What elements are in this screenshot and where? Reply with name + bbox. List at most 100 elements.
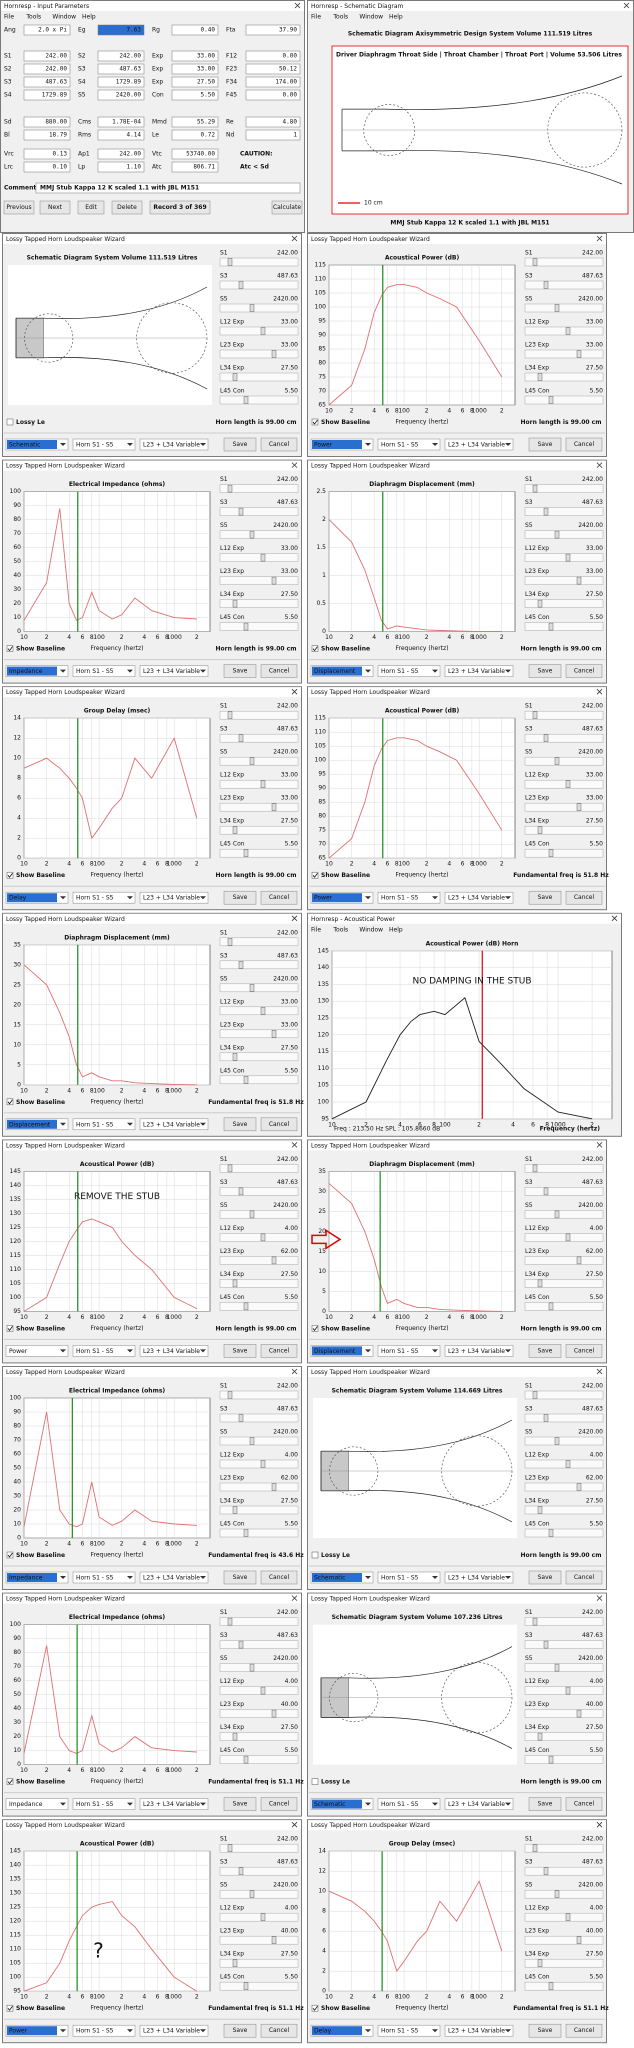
slider-track[interactable] bbox=[219, 349, 299, 359]
dropdown[interactable] bbox=[5, 1798, 69, 1810]
slider-track[interactable] bbox=[524, 1210, 604, 1219]
slider-track[interactable] bbox=[219, 1210, 299, 1219]
slider-track[interactable] bbox=[524, 1413, 604, 1423]
slider-track[interactable] bbox=[524, 1233, 604, 1242]
slider-track[interactable] bbox=[524, 1482, 604, 1492]
button[interactable] bbox=[565, 1797, 603, 1811]
slider-track[interactable] bbox=[219, 1958, 299, 1968]
slider-track[interactable] bbox=[524, 395, 604, 405]
slider-track[interactable] bbox=[219, 1436, 299, 1446]
button[interactable] bbox=[271, 200, 303, 215]
slider-track[interactable] bbox=[219, 848, 299, 858]
slider-track[interactable] bbox=[524, 1958, 604, 1968]
slider-thumb[interactable] bbox=[232, 1279, 238, 1288]
slider-thumb[interactable] bbox=[243, 1982, 249, 1990]
slider-track[interactable] bbox=[219, 1889, 299, 1899]
dropdown[interactable] bbox=[377, 438, 441, 451]
checkbox[interactable] bbox=[6, 1325, 14, 1332]
button[interactable] bbox=[528, 664, 562, 678]
slider-track[interactable] bbox=[524, 1912, 604, 1922]
slider-track[interactable] bbox=[219, 1709, 299, 1718]
checkbox[interactable] bbox=[311, 1551, 319, 1559]
slider-thumb[interactable] bbox=[249, 1663, 255, 1672]
field-box[interactable] bbox=[245, 50, 301, 62]
button[interactable] bbox=[565, 1570, 603, 1585]
slider-track[interactable] bbox=[524, 802, 604, 812]
menu-item[interactable]: Window bbox=[359, 926, 383, 933]
slider-track[interactable] bbox=[219, 1413, 299, 1423]
slider-thumb[interactable] bbox=[249, 304, 255, 312]
slider-thumb[interactable] bbox=[543, 1414, 549, 1422]
slider-track[interactable] bbox=[219, 802, 299, 812]
slider-track[interactable] bbox=[524, 507, 604, 516]
button[interactable] bbox=[77, 200, 105, 215]
slider-thumb[interactable] bbox=[232, 1506, 238, 1514]
close-button[interactable] bbox=[291, 462, 298, 468]
slider-thumb[interactable] bbox=[227, 1617, 233, 1626]
slider-thumb[interactable] bbox=[271, 350, 277, 358]
slider-track[interactable] bbox=[524, 1187, 604, 1196]
dropdown[interactable] bbox=[444, 665, 514, 677]
slider-thumb[interactable] bbox=[537, 1279, 543, 1288]
button[interactable] bbox=[565, 2023, 603, 2038]
dropdown[interactable] bbox=[139, 1345, 209, 1357]
slider-track[interactable] bbox=[524, 326, 604, 336]
menu-item[interactable]: Tools bbox=[25, 14, 41, 21]
dropdown[interactable] bbox=[444, 1345, 514, 1357]
dropdown[interactable] bbox=[72, 438, 136, 451]
slider-thumb[interactable] bbox=[537, 1506, 543, 1514]
field-box[interactable] bbox=[23, 116, 71, 128]
slider-thumb[interactable] bbox=[243, 396, 249, 404]
slider-track[interactable] bbox=[524, 1843, 604, 1853]
slider-track[interactable] bbox=[524, 1709, 604, 1718]
slider-track[interactable] bbox=[524, 1390, 604, 1400]
field-box[interactable] bbox=[23, 24, 71, 36]
menu-item[interactable]: File bbox=[311, 14, 321, 21]
slider-thumb[interactable] bbox=[565, 1913, 571, 1921]
checkbox[interactable] bbox=[311, 2004, 319, 2012]
slider-thumb[interactable] bbox=[537, 826, 543, 834]
slider-thumb[interactable] bbox=[238, 1414, 244, 1422]
slider-track[interactable] bbox=[219, 1390, 299, 1400]
button[interactable] bbox=[149, 200, 211, 215]
menu-item[interactable]: Window bbox=[52, 14, 76, 21]
field-box[interactable] bbox=[245, 63, 301, 75]
dropdown[interactable] bbox=[72, 1798, 136, 1810]
slider-track[interactable] bbox=[524, 825, 604, 835]
dropdown[interactable] bbox=[377, 665, 441, 677]
slider-thumb[interactable] bbox=[537, 1959, 543, 1967]
dropdown[interactable] bbox=[139, 438, 209, 451]
slider-track[interactable] bbox=[524, 553, 604, 562]
slider-thumb[interactable] bbox=[232, 373, 238, 381]
menu-item[interactable]: File bbox=[4, 14, 14, 21]
button[interactable] bbox=[565, 437, 603, 452]
slider-thumb[interactable] bbox=[243, 1302, 249, 1311]
slider-thumb[interactable] bbox=[554, 304, 560, 312]
slider-track[interactable] bbox=[219, 1866, 299, 1876]
field-box[interactable] bbox=[23, 161, 71, 173]
slider-thumb[interactable] bbox=[565, 1460, 571, 1468]
field-box[interactable] bbox=[97, 129, 145, 141]
slider-thumb[interactable] bbox=[537, 373, 543, 381]
dropdown[interactable] bbox=[377, 1798, 441, 1810]
slider-thumb[interactable] bbox=[238, 961, 244, 969]
dropdown[interactable] bbox=[139, 1571, 209, 1584]
slider-track[interactable] bbox=[524, 1436, 604, 1446]
slider-thumb[interactable] bbox=[238, 507, 244, 516]
slider-thumb[interactable] bbox=[565, 780, 571, 788]
field-box[interactable] bbox=[171, 129, 219, 141]
dropdown[interactable] bbox=[72, 2024, 136, 2037]
button[interactable] bbox=[528, 2023, 562, 2038]
slider-thumb[interactable] bbox=[554, 1210, 560, 1219]
checkbox[interactable] bbox=[6, 1098, 14, 1106]
button[interactable] bbox=[223, 664, 257, 678]
checkbox[interactable] bbox=[6, 418, 14, 426]
slider-thumb[interactable] bbox=[238, 1640, 244, 1649]
slider-track[interactable] bbox=[219, 1640, 299, 1649]
slider-track[interactable] bbox=[219, 303, 299, 313]
slider-thumb[interactable] bbox=[249, 757, 255, 765]
dropdown[interactable] bbox=[444, 438, 514, 451]
slider-thumb[interactable] bbox=[532, 484, 538, 493]
close-button[interactable] bbox=[291, 1142, 298, 1148]
checkbox[interactable] bbox=[6, 1551, 14, 1559]
